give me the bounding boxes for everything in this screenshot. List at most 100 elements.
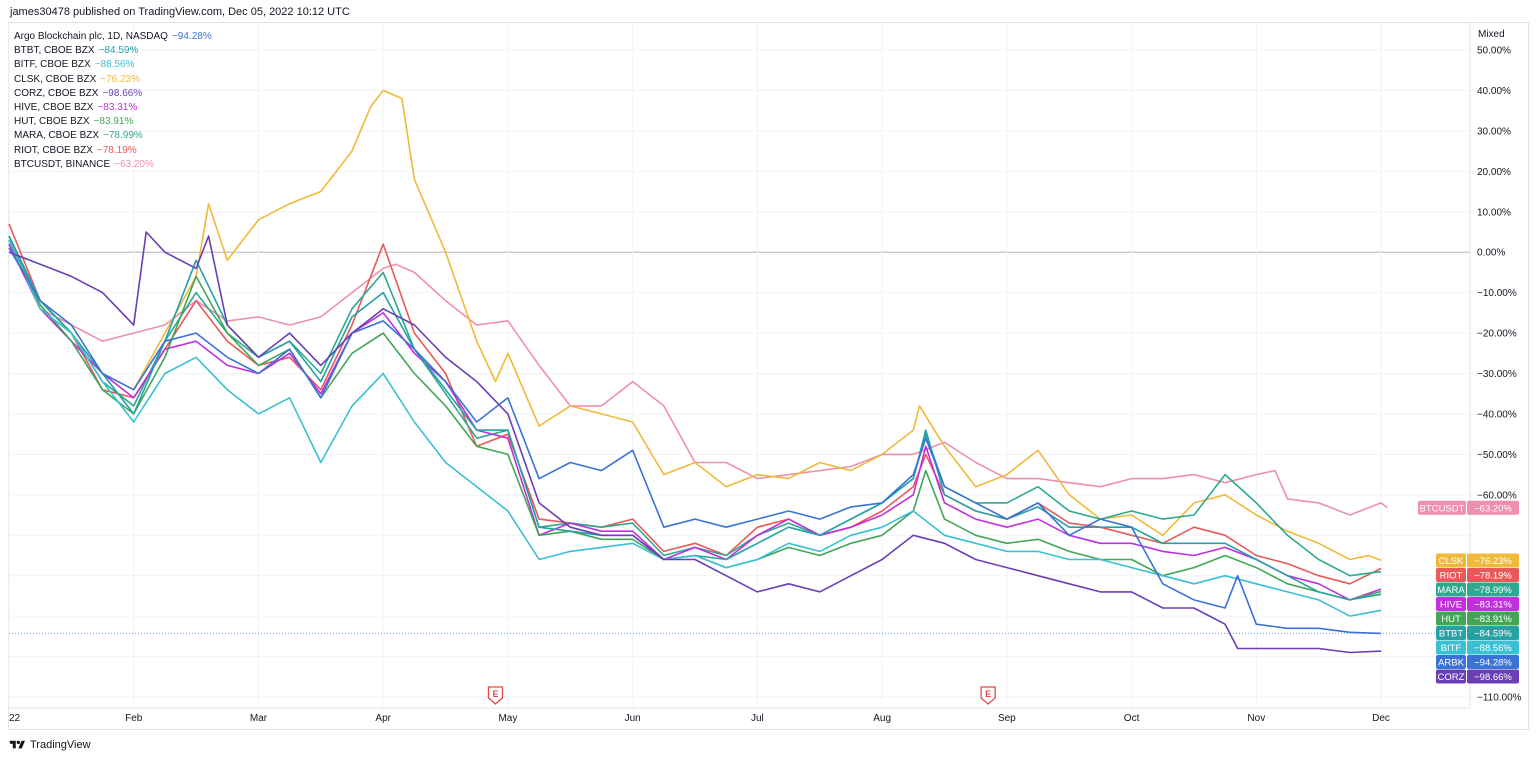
tradingview-logo-icon [9,740,25,749]
x-tick-label: Apr [375,713,391,724]
price-label-name: BITF [1441,643,1462,654]
legend-series-name: BTBT, CBOE BZX [14,45,95,57]
y-tick-label: 30.00% [1477,126,1511,137]
legend-series-value: −98.66% [102,87,143,99]
price-label-mara: MARA −78.99% [1436,582,1519,597]
price-label-riot: RIOT −78.19% [1436,567,1519,582]
price-label-name: BTCUSDT [1420,503,1465,514]
legend-item-mara[interactable]: MARA, CBOE BZX −78.99% [14,129,212,143]
price-label-value-bg [1467,654,1519,669]
legend-item-btcusdt[interactable]: BTCUSDT, BINANCE −63.20% [14,158,212,172]
price-label-clsk: CLSK −76.23% [1436,553,1519,568]
y-axis[interactable]: Mixed 50.00% 40.00% 30.00% 20.00% 10.00% 0.00%… [1469,23,1522,708]
series-line-arbk [8,247,1382,635]
legend-series-name: HIVE, CBOE BZX [14,102,94,114]
price-label-hut: HUT −83.91% [1436,611,1519,626]
price-label-name-bg [1436,625,1466,640]
series-lines [8,89,1470,654]
price-label-bitf: BITF −88.56% [1436,640,1519,655]
tradingview-logo[interactable]: TradingView [9,739,91,751]
price-label-value-bg [1467,582,1519,597]
earnings-marker[interactable]: E [980,686,996,705]
publish-header: james30478 published on TradingView.com,… [10,6,350,18]
series-line-hive [8,243,1382,601]
legend-item-bitf[interactable]: BITF, CBOE BZX −88.56% [14,58,212,72]
legend-item-riot[interactable]: RIOT, CBOE BZX −78.19% [14,144,212,158]
series-line-riot [8,223,1382,585]
price-label-name-bg [1436,669,1466,684]
price-label-name: ARBK [1438,657,1465,668]
price-label-name-bg [1436,596,1466,611]
legend-series-name: BITF, CBOE BZX [14,59,91,71]
x-tick-label: Oct [1124,713,1140,724]
earnings-flag-icon [487,686,504,705]
x-tick-label: Nov [1247,713,1265,724]
legend-item-btbt[interactable]: BTBT, CBOE BZX −84.59% [14,44,212,58]
legend-series-value: −94.28% [171,31,212,42]
price-label-name: MARA [1437,585,1465,596]
price-label-name: CORZ [1438,672,1465,683]
legend-item-arbk[interactable]: Argo Blockchain plc, 1D, NASDAQ −94.28% [14,30,212,44]
price-label-name-bg [1436,654,1466,669]
price-label-value: −88.56% [1474,643,1512,654]
legend-series-value: −84.59% [98,45,139,57]
price-label-name-bg [1436,582,1466,597]
price-label-arbk: ARBK −94.28% [1436,654,1519,669]
legend-item-hive[interactable]: HIVE, CBOE BZX −83.31% [14,101,212,115]
scale-mode-label[interactable]: Mixed [1478,29,1505,40]
price-label-value-bg [1467,640,1519,655]
legend-series-name: BTCUSDT, BINANCE [14,158,111,170]
price-label-value: −83.31% [1474,599,1512,610]
legend-series-value: −78.19% [96,144,137,156]
x-tick-label: Feb [125,713,143,724]
legend-item-clsk[interactable]: CLSK, CBOE BZX −76.23% [14,73,212,87]
price-label-name: HIVE [1440,599,1462,610]
x-tick-label: 22 [9,713,21,724]
legend-item-hut[interactable]: HUT, CBOE BZX −83.91% [14,115,212,129]
legend-item-corz[interactable]: CORZ, CBOE BZX −98.66% [14,87,212,101]
tradingview-brand: TradingView [30,739,91,751]
y-tick-label: −50.00% [1477,450,1517,461]
x-axis[interactable]: 22 Feb Mar Apr May Jun Jul Aug Sep Oct Nov Dec [9,707,1470,724]
price-label-value: −63.20% [1474,503,1512,514]
price-label-name-bg [1436,611,1466,626]
y-tick-label: −40.00% [1477,409,1517,420]
legend-series-name: CORZ, CBOE BZX [14,87,99,99]
y-tick-label: −110.00% [1477,693,1522,704]
price-label-name-bg [1436,553,1466,568]
y-tick-label: 20.00% [1477,167,1511,178]
y-tick-label: −30.00% [1477,369,1517,380]
grid-lines [8,24,1470,708]
price-label-value: −83.91% [1474,614,1512,625]
price-label-value: −98.66% [1474,672,1512,683]
earnings-marker-letter: E [985,689,991,699]
legend-series-name: MARA, CBOE BZX [14,130,100,142]
series-line-btcusdt [8,243,1388,516]
x-tick-label: Dec [1372,713,1390,724]
y-tick-label: 0.00% [1477,248,1505,259]
x-tick-label: Jun [625,713,641,724]
x-tick-label: Mar [250,713,268,724]
x-tick-label: May [498,713,517,724]
legend-series-value: −78.99% [103,130,143,142]
price-label-value-bg [1467,596,1519,611]
legend-series-name: CLSK, CBOE BZX [14,73,97,85]
y-tick-label: −10.00% [1477,288,1517,299]
series-line-clsk [8,89,1382,562]
legend-series-value: −83.31% [97,102,138,114]
legend-series-value: −76.23% [100,73,141,85]
y-tick-label: 50.00% [1477,46,1511,57]
price-label-value-bg [1467,553,1519,568]
price-label-name: RIOT [1440,570,1463,581]
y-tick-label: −20.00% [1477,329,1517,340]
legend-series-value: −63.20% [114,158,154,170]
earnings-marker[interactable]: E [487,686,504,705]
price-label-name-bg [1436,640,1466,655]
legend-series-name: RIOT, CBOE BZX [14,144,93,156]
legend-series-name: HUT, CBOE BZX [14,116,90,128]
series-line-bitf [8,239,1382,617]
price-label-value-bg [1467,625,1519,640]
price-label-value: −78.19% [1474,570,1512,581]
